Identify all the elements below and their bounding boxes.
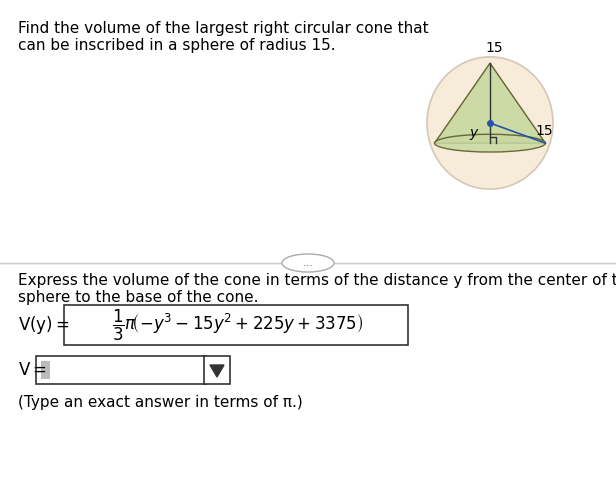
Text: 15: 15 <box>485 41 503 55</box>
FancyBboxPatch shape <box>64 305 408 345</box>
Text: (Type an exact answer in terms of π.): (Type an exact answer in terms of π.) <box>18 395 302 410</box>
Text: $\mathrm{V(y) =}$: $\mathrm{V(y) =}$ <box>18 314 70 336</box>
FancyBboxPatch shape <box>204 356 230 384</box>
Ellipse shape <box>434 134 545 152</box>
FancyBboxPatch shape <box>36 356 206 384</box>
Text: can be inscribed in a sphere of radius 15.: can be inscribed in a sphere of radius 1… <box>18 38 336 53</box>
Ellipse shape <box>282 254 334 272</box>
Ellipse shape <box>427 57 553 189</box>
FancyBboxPatch shape <box>0 265 616 483</box>
Text: y: y <box>470 126 478 140</box>
FancyBboxPatch shape <box>0 0 616 263</box>
Polygon shape <box>434 63 545 143</box>
Text: Express the volume of the cone in terms of the distance y from the center of the: Express the volume of the cone in terms … <box>18 273 616 288</box>
Polygon shape <box>210 365 224 377</box>
FancyBboxPatch shape <box>41 361 50 379</box>
Text: $\dfrac{1}{3}\pi\!\left(-y^3-15y^2+225y+3375\right)$: $\dfrac{1}{3}\pi\!\left(-y^3-15y^2+225y+… <box>112 307 363 342</box>
Text: 15: 15 <box>536 124 553 138</box>
Text: Find the volume of the largest right circular cone that: Find the volume of the largest right cir… <box>18 21 429 36</box>
Text: sphere to the base of the cone.: sphere to the base of the cone. <box>18 290 259 305</box>
Text: $\mathrm{V =}$: $\mathrm{V =}$ <box>18 361 47 379</box>
Text: ...: ... <box>302 258 314 268</box>
